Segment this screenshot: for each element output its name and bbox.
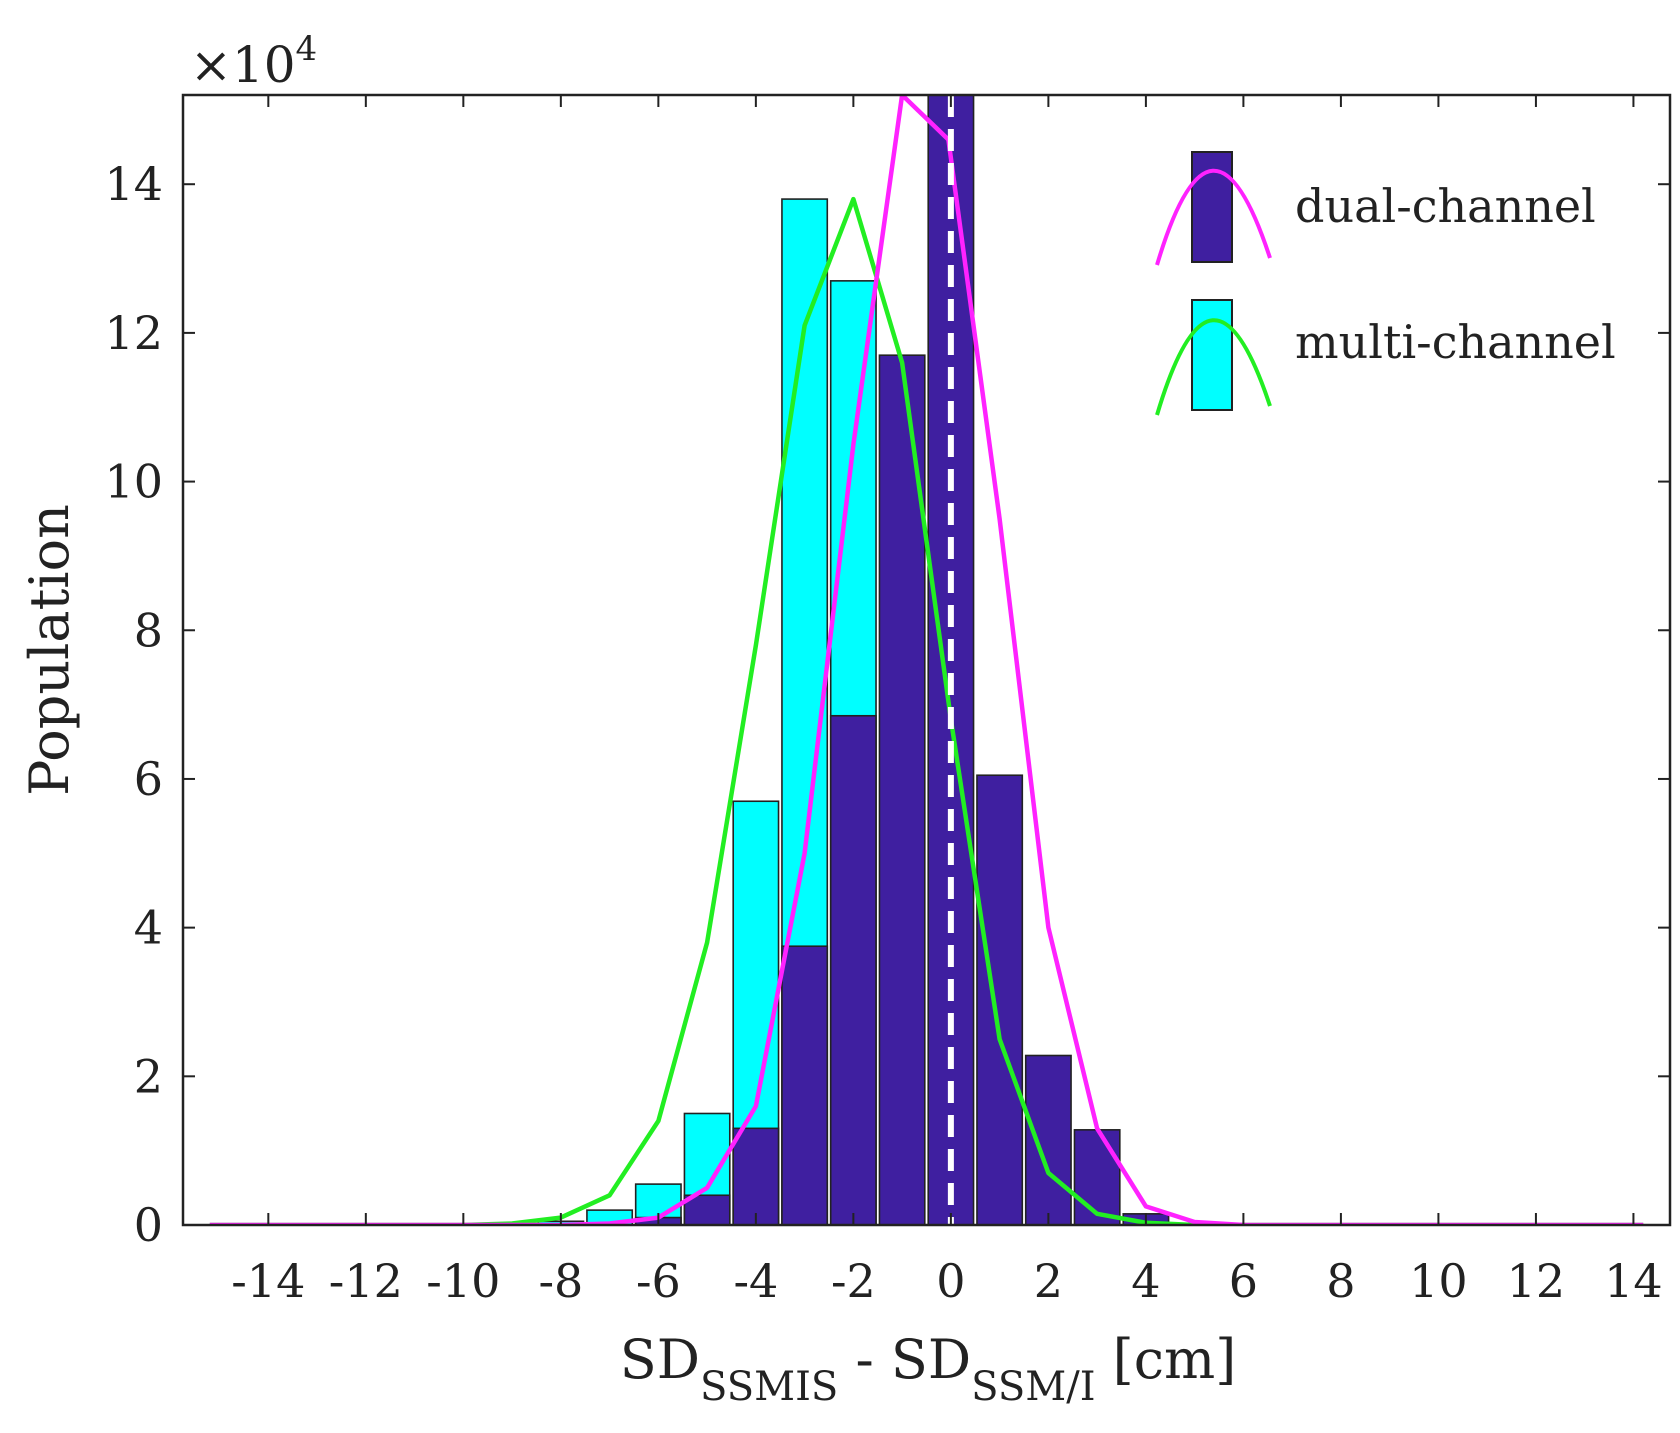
x-tick-label--14: -14 [231, 1254, 305, 1308]
y-axis-title: Population [18, 504, 81, 796]
y-tick-label-14: 14 [104, 157, 163, 211]
y-tick-label-2: 2 [134, 1049, 163, 1103]
x-title-sd2: SD [891, 1328, 971, 1391]
x-tick-label-8: 8 [1326, 1254, 1355, 1308]
y-multiplier-label: ×104 [190, 29, 317, 94]
x-tick-label-0: 0 [936, 1254, 965, 1308]
legend-curve-multi-channel [1155, 318, 1272, 416]
x-tick-label-12: 12 [1507, 1254, 1566, 1308]
bar-dual-channel--3 [781, 945, 829, 1225]
y-tick-label-8: 8 [134, 603, 163, 657]
bar-dual-channel--1 [878, 354, 926, 1225]
x-axis-title: SDSSMIS - SDSSM/I [cm] [620, 1328, 1237, 1410]
x-tick-label--12: -12 [329, 1254, 403, 1308]
bar-dual-channel-3 [1073, 1129, 1121, 1225]
bar-dual-channel-2 [1024, 1054, 1072, 1225]
x-tick-label--4: -4 [733, 1254, 778, 1308]
legend: dual-channel multi-channel [1155, 151, 1616, 416]
x-tick-label--6: -6 [636, 1254, 681, 1308]
curve-dual-channel [209, 95, 1644, 1225]
legend-curve-dual-channel [1155, 168, 1272, 266]
x-tick-label-2: 2 [1034, 1254, 1063, 1308]
plot-content [209, 95, 1644, 1225]
legend-label-multi-channel: multi-channel [1295, 315, 1616, 369]
legend-swatch-multi-channel [1191, 299, 1233, 411]
bar-dual-channel--4 [732, 1127, 780, 1225]
bar-dual-channel--2 [829, 714, 877, 1225]
y-tick-label-10: 10 [104, 455, 163, 509]
legend-label-dual-channel: dual-channel [1295, 179, 1596, 233]
y-tick-label-4: 4 [134, 901, 163, 955]
x-tick-label--10: -10 [426, 1254, 500, 1308]
bar-dual-channel--5 [683, 1194, 731, 1225]
x-tick-label-6: 6 [1229, 1254, 1258, 1308]
bar-dual-channel-1 [976, 774, 1024, 1225]
multiplier-exponent: 4 [296, 29, 318, 69]
x-tick-label-14: 14 [1604, 1254, 1663, 1308]
x-title-sub-ssmi: SSM/I [971, 1364, 1095, 1410]
legend-swatch-dual-channel [1191, 151, 1233, 263]
axes-frame [181, 93, 1672, 1227]
x-title-sd1: SD [620, 1328, 700, 1391]
x-title-units: [cm] [1096, 1328, 1237, 1391]
y-tick-label-0: 0 [134, 1198, 163, 1252]
multiplier-base: ×10 [190, 36, 296, 94]
plot-area [209, 95, 1644, 1225]
x-tick-label-4: 4 [1131, 1254, 1160, 1308]
y-tick-label-6: 6 [134, 752, 163, 806]
x-tick-label--2: -2 [831, 1254, 876, 1308]
tick-labels: -14 -12 -10 -8 -6 -4 -2 0 2 4 6 8 10 12 14 0 2 4 6 8 10 12 14 [104, 157, 1662, 1308]
x-tick-label-10: 10 [1409, 1254, 1468, 1308]
axes [181, 93, 1672, 1227]
x-title-dash: - [838, 1328, 891, 1391]
y-tick-label-12: 12 [104, 306, 163, 360]
x-tick-label--8: -8 [538, 1254, 583, 1308]
x-title-sub-ssmis: SSMIS [700, 1364, 838, 1410]
